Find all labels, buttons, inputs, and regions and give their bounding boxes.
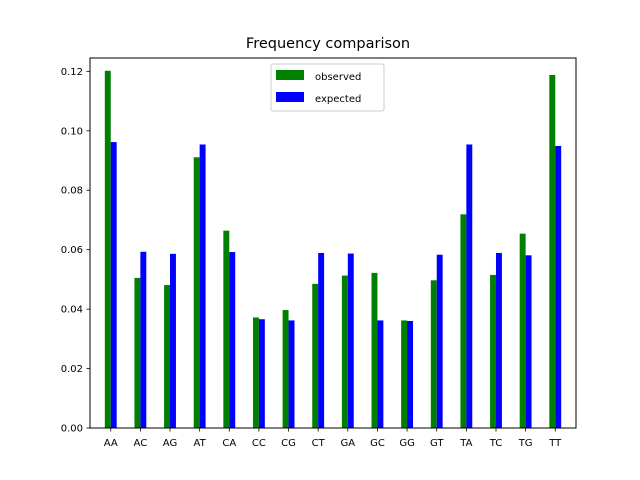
x-tick-label-GT: GT (430, 438, 444, 449)
bar-observed-AG (164, 285, 171, 428)
x-tick-label-GG: GG (399, 438, 415, 449)
bar-expected-GA (347, 253, 354, 428)
legend-label-observed: observed (315, 72, 361, 83)
bar-expected-CG (288, 320, 295, 428)
x-tick-label-TT: TT (548, 438, 562, 449)
bar-observed-CT (312, 283, 319, 428)
plot-frame (89, 57, 577, 429)
y-tick-label: 0.04 (61, 305, 83, 316)
bar-expected-CA (229, 252, 236, 428)
x-tick-label-TA: TA (459, 438, 472, 449)
x-tick-label-GA: GA (341, 438, 356, 449)
y-tick-label: 0.06 (61, 245, 83, 256)
bar-observed-AC (134, 277, 141, 428)
bar-observed-TA (460, 214, 467, 428)
bar-observed-CC (252, 317, 259, 428)
bar-expected-CT (318, 252, 325, 428)
x-tick-label-AT: AT (194, 438, 207, 449)
x-tick-label-AC: AC (134, 438, 148, 449)
bar-observed-CA (223, 230, 230, 428)
x-tick-label-CA: CA (222, 438, 236, 449)
bar-expected-CC (258, 319, 265, 428)
bar-observed-TG (519, 233, 526, 428)
bar-expected-GC (377, 320, 384, 428)
x-tick-label-GC: GC (370, 438, 385, 449)
bar-observed-TT (549, 74, 556, 428)
bar-observed-CG (282, 310, 289, 428)
bar-observed-TC (490, 274, 496, 428)
y-tick-label: 0.10 (61, 126, 83, 137)
bar-expected-TG (525, 255, 532, 428)
bar-observed-AT (193, 157, 200, 428)
x-tick-label-AA: AA (104, 438, 118, 449)
chart-title: Frequency comparison (246, 36, 410, 52)
bar-observed-GC (371, 272, 378, 428)
bar-observed-GA (341, 275, 348, 428)
y-tick-label: 0.08 (61, 186, 83, 197)
bar-observed-AA (104, 70, 111, 428)
x-tick-label-CT: CT (312, 438, 326, 449)
y-tick-label: 0.02 (61, 364, 83, 375)
bar-observed-GG (401, 320, 408, 428)
bar-expected-TC (495, 252, 502, 428)
y-tick-label: 0.00 (61, 424, 83, 435)
bar-expected-AC (140, 251, 147, 428)
x-tick-label-TG: TG (518, 438, 533, 449)
x-tick-label-CG: CG (281, 438, 296, 449)
x-tick-label-TC: TC (489, 438, 503, 449)
bar-expected-AA (110, 142, 117, 428)
legend-swatch-observed (276, 70, 304, 80)
bar-observed-GT (430, 280, 437, 428)
legend-swatch-expected (276, 92, 304, 102)
legend: observed expected (270, 63, 385, 112)
bar-expected-TA (466, 144, 473, 429)
bar-expected-AG (170, 253, 176, 428)
y-tick-label: 0.12 (61, 67, 83, 78)
x-tick-label-CC: CC (252, 438, 266, 449)
bar-expected-GG (407, 321, 414, 428)
bar-expected-GT (436, 254, 443, 428)
bar-expected-TT (555, 145, 562, 428)
bar-expected-AT (199, 144, 206, 429)
legend-label-expected: expected (315, 94, 361, 105)
x-tick-label-AG: AG (163, 438, 177, 449)
